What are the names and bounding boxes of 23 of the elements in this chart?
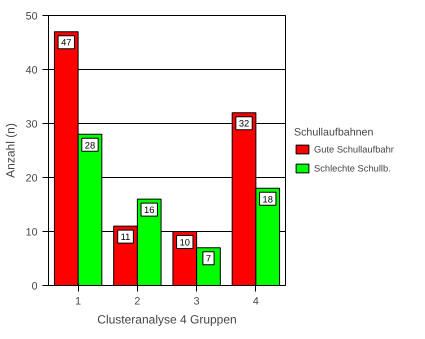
- data-label: 28: [84, 140, 96, 150]
- y-tick-label: 20: [26, 172, 38, 184]
- x-axis-title: Clusteranalyse 4 Gruppen: [97, 312, 237, 326]
- y-tick-label: 10: [26, 226, 38, 238]
- legend-label: Schlechte Schullb.: [314, 163, 391, 173]
- data-label: 18: [262, 194, 273, 204]
- data-label: 16: [144, 205, 154, 216]
- x-tick-label: 2: [134, 296, 140, 308]
- y-axis-title: Anzahl (n): [4, 123, 18, 178]
- data-label: 32: [238, 118, 250, 129]
- data-label: 11: [120, 232, 130, 242]
- y-tick-label: 50: [26, 10, 38, 22]
- data-label: 7: [206, 254, 212, 264]
- data-label: 10: [180, 238, 190, 248]
- data-label: 47: [61, 38, 72, 48]
- y-tick-label: 0: [32, 280, 38, 292]
- legend-title: Schullaufbahnen: [294, 126, 374, 138]
- y-tick-label: 30: [26, 118, 38, 130]
- legend-label: Gute Schullaufbahr: [314, 144, 394, 154]
- x-tick-label: 1: [75, 296, 82, 308]
- x-tick-label: 3: [194, 296, 200, 308]
- y-tick-label: 40: [26, 64, 38, 76]
- x-tick-label: 4: [252, 296, 259, 308]
